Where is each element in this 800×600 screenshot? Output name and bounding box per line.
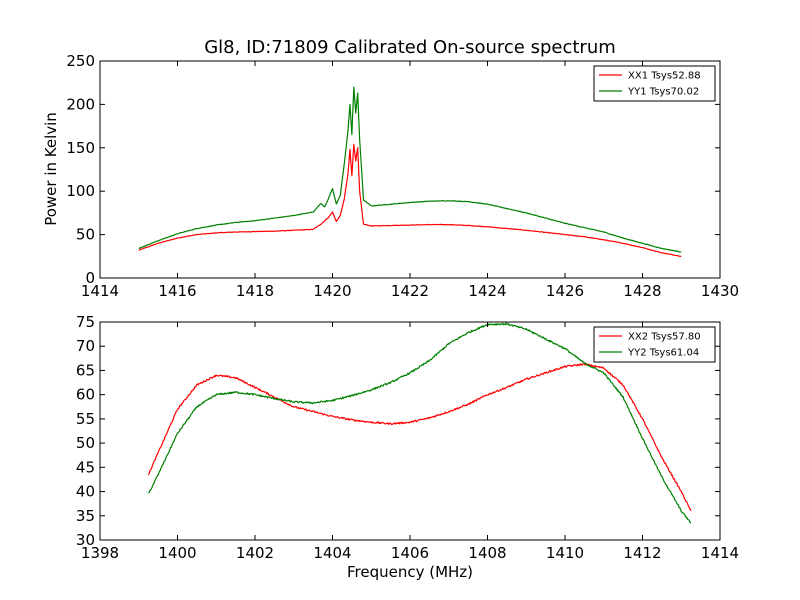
- y-tick-label: 200: [66, 95, 95, 113]
- legend-entry: XX1 Tsys52.88: [628, 71, 701, 82]
- legend-entry: XX2 Tsys57.80: [628, 332, 701, 343]
- series-line-xx2: [147, 362, 692, 512]
- x-tick-label: 1414: [701, 544, 739, 562]
- series-line-yy2: [148, 322, 692, 524]
- y-tick-label: 150: [66, 139, 95, 157]
- x-tick-label: 1398: [81, 544, 119, 562]
- x-tick-label: 1412: [623, 544, 661, 562]
- y-tick-label: 55: [76, 410, 95, 428]
- legend-entry: YY2 Tsys61.04: [627, 348, 699, 359]
- y-tick-label: 75: [76, 313, 95, 331]
- y-tick-label: 0: [85, 269, 95, 287]
- y-tick-label: 100: [66, 182, 95, 200]
- x-tick-label: 1416: [158, 282, 196, 300]
- series-line-yy1: [138, 86, 682, 253]
- bottom-plot: 1398 1400 1402 1404 1406 1408 1410 1412 1414 30 35…: [76, 313, 739, 562]
- x-tick-label: 1430: [701, 282, 739, 300]
- y-tick-label: 35: [76, 507, 95, 525]
- legend-entry: YY1 Tsys70.02: [627, 87, 699, 98]
- x-tick-label: 1400: [158, 544, 196, 562]
- x-tick-label: 1428: [623, 282, 661, 300]
- legend: XX1 Tsys52.88 YY1 Tsys70.02: [593, 65, 716, 102]
- x-tick-label: 1422: [391, 282, 429, 300]
- y-tick-label: 30: [76, 531, 95, 549]
- x-tick-label: 1406: [391, 544, 429, 562]
- y-tick-label: 70: [76, 337, 95, 355]
- legend-box: [593, 326, 716, 363]
- x-axis-label: Frequency (MHz): [347, 563, 473, 581]
- y-tick-label: 50: [76, 226, 95, 244]
- y-tick-label: 65: [76, 361, 95, 379]
- y-axis-label: Power in Kelvin: [42, 112, 60, 226]
- x-tick-label: 1402: [236, 544, 274, 562]
- y-tick-label: 40: [76, 483, 95, 501]
- x-tick-label: 1418: [236, 282, 274, 300]
- x-tick-label: 1426: [546, 282, 584, 300]
- x-tick-label: 1424: [468, 282, 506, 300]
- x-tick-label: 1404: [313, 544, 351, 562]
- x-tick-label: 1408: [468, 544, 506, 562]
- y-tick-label: 50: [76, 434, 95, 452]
- series-line-xx1: [138, 143, 682, 257]
- legend-box: [593, 65, 716, 102]
- x-tick-label: 1420: [313, 282, 351, 300]
- figure-title: Gl8, ID:71809 Calibrated On-source spect…: [204, 37, 616, 58]
- x-tick-label: 1410: [546, 544, 584, 562]
- y-tick-label: 45: [76, 458, 95, 476]
- x-tick-label: 1414: [81, 282, 119, 300]
- top-plot: 1414 1416 1418 1420 1422 1424 1426 1428 1430 0 50 1…: [66, 52, 739, 300]
- legend: XX2 Tsys57.80 YY2 Tsys61.04: [593, 326, 716, 363]
- y-tick-label: 60: [76, 386, 95, 404]
- y-tick-label: 250: [66, 52, 95, 70]
